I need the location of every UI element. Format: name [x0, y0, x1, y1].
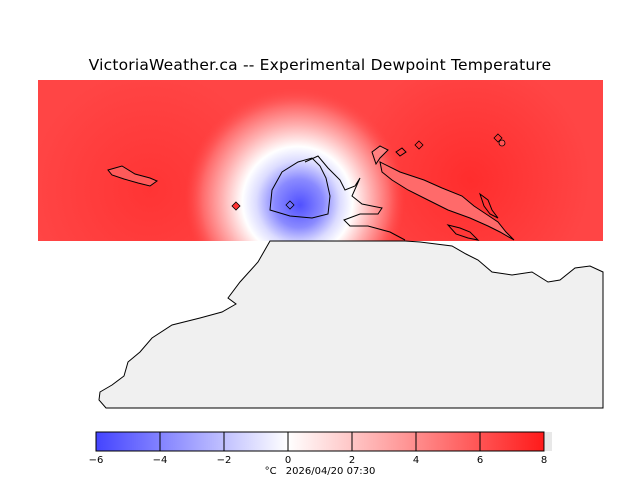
station-marker[interactable] — [285, 200, 295, 210]
station-marker[interactable] — [493, 133, 503, 143]
dewpoint-field — [38, 80, 603, 241]
station-marker[interactable] — [414, 140, 424, 150]
southern-landmass — [98, 240, 604, 409]
colorbar-tick-label: −6 — [89, 455, 104, 466]
colorbar-caption: °C 2026/04/20 07:30 — [265, 466, 376, 477]
colorbar: −6 −4 −2 0 2 4 6 8 °C 2026/04/20 07:30 — [89, 431, 552, 477]
station-markers — [231, 133, 506, 211]
colorbar-tick-label: 8 — [541, 455, 547, 466]
colorbar-tick-label: −2 — [217, 455, 232, 466]
colorbar-tick-label: 0 — [285, 455, 291, 466]
station-marker[interactable] — [231, 201, 241, 211]
colorbar-tick-label: 6 — [477, 455, 483, 466]
colorbar-ticks: −6 −4 −2 0 2 4 6 8 — [89, 432, 547, 466]
colorbar-tick-label: 4 — [413, 455, 419, 466]
colorbar-tick-label: −4 — [153, 455, 168, 466]
colorbar-gradient — [95, 431, 545, 452]
colorbar-unit: °C — [265, 466, 277, 477]
timestamp: 2026/04/20 07:30 — [286, 466, 376, 477]
coastlines — [107, 145, 515, 241]
colorbar-tick-label: 2 — [349, 455, 355, 466]
map-title: VictoriaWeather.ca -- Experimental Dewpo… — [88, 56, 552, 74]
